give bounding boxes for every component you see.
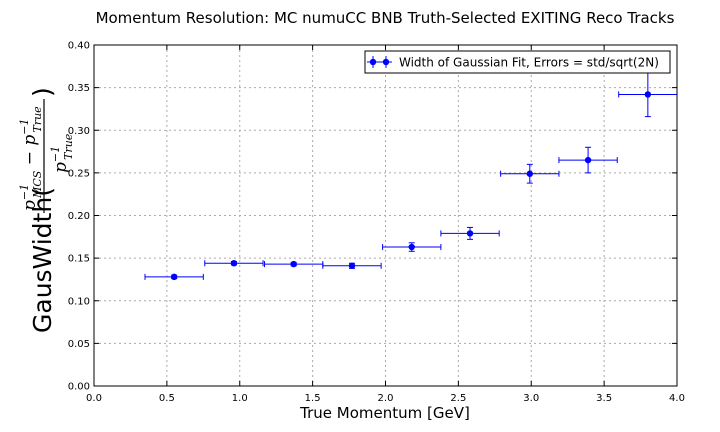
x-tick-label: 3.0 — [523, 393, 539, 404]
grid-lines — [94, 45, 677, 386]
chart-title: Momentum Resolution: MC numuCC BNB Truth… — [96, 9, 675, 27]
y-tick-label: 0.00 — [68, 382, 90, 393]
axis-ticks: 0.0 0.5 1.0 1.5 2.0 2.5 3.0 3.5 4.0 0.00 0.05 0.10 0… — [68, 41, 685, 405]
y-label-den-p: p — [51, 162, 71, 173]
y-label-den-sup: −1 — [49, 146, 62, 162]
y-label-numerator: p−1MCS − p−1True — [18, 106, 44, 211]
y-label-num-sub1: MCS — [31, 170, 44, 199]
data-point — [230, 260, 238, 267]
y-tick-label: 0.40 — [68, 41, 90, 52]
x-tick-label: 0.5 — [159, 393, 175, 404]
y-tick-label: 0.10 — [68, 296, 90, 307]
y-label-num-minus: − — [20, 146, 40, 171]
legend: Width of Gaussian Fit, Errors = std/sqrt… — [364, 50, 671, 74]
x-tick-label: 4.0 — [669, 393, 685, 404]
data-point — [644, 91, 652, 98]
x-tick-label: 0.0 — [86, 393, 102, 404]
y-tick-label: 0.15 — [68, 254, 90, 265]
x-tick-label: 1.0 — [232, 393, 248, 404]
data-point — [584, 156, 592, 164]
y-label-num-p1: p — [20, 200, 40, 211]
y-tick-label: 0.35 — [68, 83, 90, 94]
x-tick-label: 2.0 — [378, 393, 394, 404]
legend-marker-dot — [369, 58, 377, 66]
y-label-den-sub: True — [62, 133, 75, 160]
y-label-num-sup1: −1 — [18, 184, 31, 200]
x-tick-label: 2.5 — [450, 393, 466, 404]
x-tick-label: 3.5 — [596, 393, 612, 404]
legend-marker-dot-2 — [382, 58, 390, 66]
data-point — [348, 262, 356, 269]
legend-box — [364, 50, 671, 74]
y-tick-label: 0.30 — [68, 126, 90, 137]
y-label-num-sub2: True — [31, 106, 44, 133]
data-point — [526, 170, 533, 177]
x-tick-label: 1.5 — [305, 393, 321, 404]
data-point — [290, 260, 297, 268]
y-tick-label: 0.05 — [68, 339, 90, 350]
data-point — [408, 243, 415, 251]
y-axis-label: GausWidth( p−1MCS − p−1True p−1True ) — [18, 87, 75, 333]
x-axis-label: True Momentum [GeV] — [299, 404, 470, 422]
y-axis-label-fraction: p−1MCS − p−1True p−1True — [18, 99, 75, 213]
legend-label: Width of Gaussian Fit, Errors = std/sqrt… — [399, 56, 659, 70]
y-label-num-p2: p — [20, 135, 40, 146]
data-point — [466, 230, 474, 237]
y-tick-label: 0.20 — [68, 211, 90, 222]
y-tick-label: 0.25 — [68, 168, 90, 179]
y-label-num-sup2: −1 — [18, 119, 31, 135]
y-label-denominator: p−1True — [49, 133, 75, 173]
y-axis-label-prefix: GausWidth( — [28, 187, 57, 333]
data-point — [170, 273, 178, 281]
data-marks — [144, 71, 678, 281]
y-axis-label-close: ) — [28, 87, 57, 97]
